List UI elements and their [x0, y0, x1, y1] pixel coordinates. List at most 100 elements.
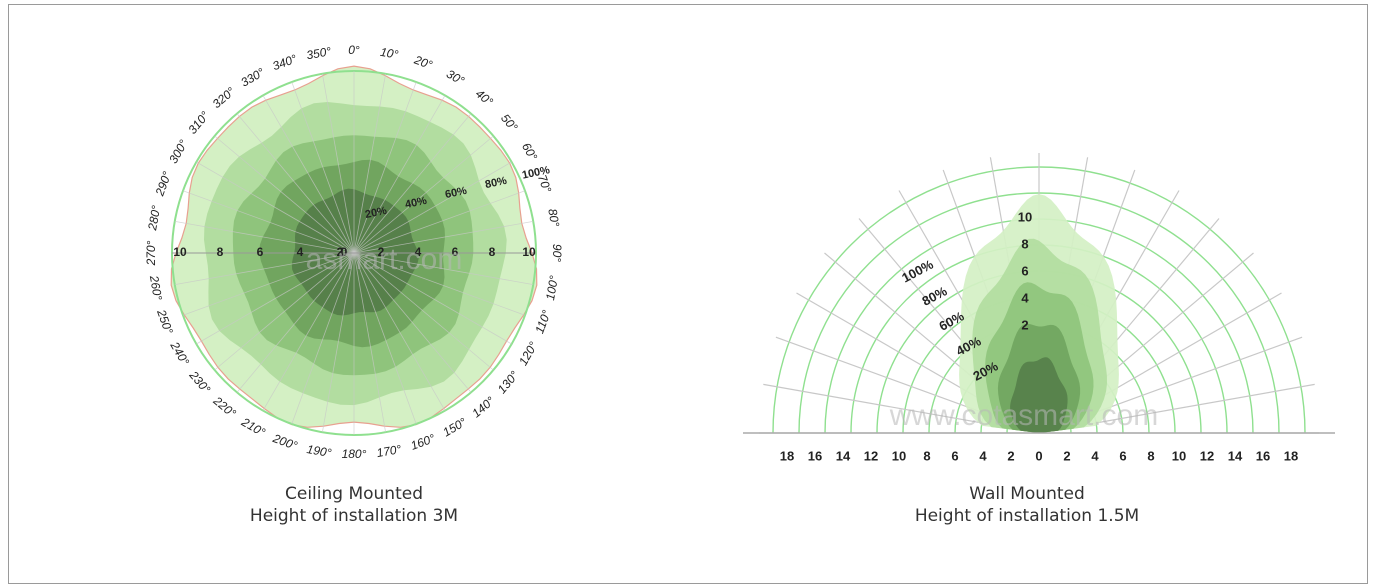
ceiling-spoke [214, 135, 355, 254]
ceiling-distance-label: 0 [341, 245, 348, 259]
ceiling-angle-label: 90° [550, 244, 564, 262]
wall-caption-height: Height of installation 1.5M [914, 506, 1140, 526]
ceiling-panel: 0° 10° 20° 30° 40° 50° 60° 70° 80° 90° 100° 110° 120… [9, 5, 699, 526]
ceiling-spoke [322, 252, 355, 433]
ceiling-caption: Ceiling Mounted Height of installation 3… [154, 483, 554, 527]
ceiling-percent-label: 60% [444, 185, 468, 201]
wall-percent-label: 80% [919, 283, 949, 309]
ceiling-angle-label: 240° [167, 338, 192, 368]
ceiling-spoke [353, 252, 472, 393]
ceiling-percent-label: 100% [521, 164, 551, 182]
ceiling-angle-label: 310° [185, 109, 212, 137]
wall-axis-label: 0 [1035, 448, 1042, 463]
ceiling-spoke [174, 221, 355, 254]
ceiling-watermark: asmart.com [306, 243, 463, 276]
ceiling-spoke [353, 190, 526, 254]
wall-watermark: www.cotasmart.com [889, 399, 1158, 432]
ceiling-spoke [182, 252, 355, 316]
ceiling-angle-label: 150° [440, 415, 469, 440]
ceiling-distance-label: 4 [415, 245, 422, 259]
ceiling-spoke [236, 252, 355, 393]
wall-distance-label: 10 [1018, 209, 1032, 224]
ceiling-spoke [196, 161, 355, 254]
ceiling-spoke [353, 161, 512, 254]
wall-percent-label: 100% [899, 256, 936, 285]
ceiling-angle-label: 290° [152, 169, 174, 198]
wall-axis-label: 12 [1200, 448, 1214, 463]
ceiling-distance-label: 8 [217, 245, 224, 259]
wall-axis-label: 2 [1007, 448, 1014, 463]
ceiling-percent-label: 40% [404, 195, 428, 211]
ceiling-angle-label: 50° [498, 111, 521, 134]
wall-axis-label: 16 [1256, 448, 1270, 463]
ceiling-spoke [353, 252, 386, 433]
wall-distance-label: 8 [1021, 236, 1028, 251]
ceiling-angle-label: 180° [342, 447, 367, 461]
ceiling-distance-label: 4 [297, 245, 304, 259]
ceiling-spoke [353, 252, 526, 316]
wall-axis-label: 6 [951, 448, 958, 463]
wall-axis-label: 8 [1147, 448, 1154, 463]
ceiling-spoke [174, 252, 355, 285]
wall-axis-label: 10 [892, 448, 906, 463]
wall-caption-title: Wall Mounted [969, 484, 1085, 504]
ceiling-angle-label: 120° [516, 339, 541, 368]
ceiling-angle-label: 250° [154, 307, 176, 336]
ceiling-angle-label: 0° [348, 43, 360, 57]
wall-distance-label: 4 [1021, 290, 1029, 305]
ceiling-distance-label: 8 [489, 245, 496, 259]
wall-distance-label: 6 [1021, 263, 1028, 278]
ceiling-spoke [353, 252, 512, 345]
ceiling-distance-label: 10 [173, 245, 187, 259]
ceiling-distance-label: 10 [522, 245, 536, 259]
wall-axis-label: 2 [1063, 448, 1070, 463]
wall-axis-label: 6 [1119, 448, 1126, 463]
ceiling-angle-label: 230° [186, 367, 213, 396]
ceiling-percent-label: 20% [364, 205, 388, 221]
ceiling-angle-label: 170° [376, 442, 403, 460]
ceiling-spoke [353, 95, 446, 254]
ceiling-angle-label: 140° [469, 394, 497, 421]
ceiling-spoke [353, 73, 386, 254]
ceiling-distance-label: 2 [337, 245, 344, 259]
ceiling-polar-diagram: 0° 10° 20° 30° 40°50° 60° 70° 80° 90° 100° 110° 120… [144, 43, 564, 461]
ceiling-angle-label: 70° [535, 173, 554, 195]
ceiling-spoke [236, 113, 355, 254]
ceiling-angle-label: 350° [305, 44, 332, 62]
ceiling-angle-label: 30° [444, 67, 467, 88]
ceiling-angle-label: 10° [379, 45, 399, 62]
ceiling-angle-label: 270° [144, 240, 158, 266]
ceiling-spoke [196, 252, 355, 345]
ceiling-angle-label: 330° [238, 65, 267, 90]
ceiling-angle-label: 300° [166, 137, 191, 166]
ceiling-angle-label: 100° [543, 274, 561, 301]
ceiling-spoke [353, 81, 417, 254]
wall-caption: Wall Mounted Height of installation 1.5M [827, 483, 1227, 527]
diagram-frame: 0° 10° 20° 30° 40° 50° 60° 70° 80° 90° 100° 110° 120… [8, 4, 1368, 584]
ceiling-angle-label: 280° [145, 204, 163, 232]
wall-axis-label: 12 [864, 448, 878, 463]
ceiling-spoke [291, 81, 355, 254]
wall-axis-label: 14 [836, 448, 851, 463]
wall-axis-label: 8 [923, 448, 930, 463]
ceiling-spoke [353, 135, 494, 254]
ceiling-angle-label: 210° [238, 414, 268, 439]
wall-zone-20 [1010, 357, 1068, 433]
ceiling-spoke [291, 252, 355, 425]
ceiling-angle-label: 130° [495, 368, 522, 396]
ceiling-spoke [353, 113, 472, 254]
ceiling-spoke [322, 73, 355, 254]
ceiling-percent-label: 80% [484, 175, 508, 191]
ceiling-angle-label: 160° [409, 431, 437, 453]
ceiling-spoke [353, 252, 417, 425]
ceiling-spoke [353, 252, 446, 411]
ceiling-angle-label: 320° [210, 84, 238, 111]
ceiling-spoke [353, 252, 534, 285]
wall-axis-label: 14 [1228, 448, 1243, 463]
ceiling-spoke [262, 95, 355, 254]
ceiling-caption-title: Ceiling Mounted [284, 484, 423, 504]
ceiling-angle-label: 220° [210, 393, 239, 420]
ceiling-caption-height: Height of installation 3M [249, 506, 459, 526]
ceiling-spoke [262, 252, 355, 411]
ceiling-distance-label: 6 [257, 245, 264, 259]
